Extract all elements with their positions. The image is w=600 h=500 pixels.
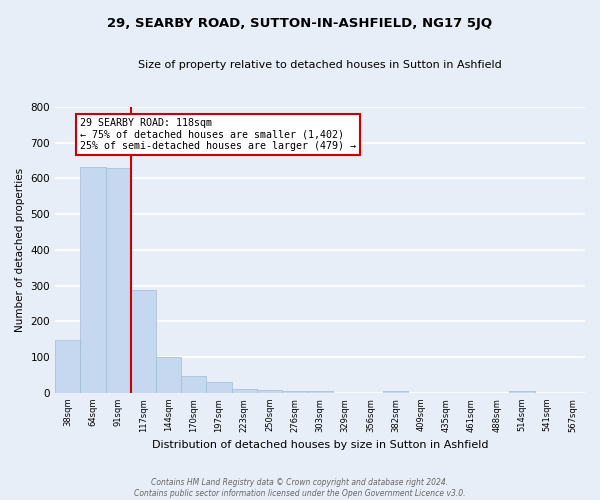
Y-axis label: Number of detached properties: Number of detached properties <box>15 168 25 332</box>
Text: 29, SEARBY ROAD, SUTTON-IN-ASHFIELD, NG17 5JQ: 29, SEARBY ROAD, SUTTON-IN-ASHFIELD, NG1… <box>107 18 493 30</box>
Bar <box>156 357 181 393</box>
Bar <box>307 391 332 393</box>
Bar <box>282 391 307 393</box>
Bar <box>509 391 535 393</box>
Bar <box>106 168 131 393</box>
Text: Contains HM Land Registry data © Crown copyright and database right 2024.
Contai: Contains HM Land Registry data © Crown c… <box>134 478 466 498</box>
Text: 29 SEARBY ROAD: 118sqm
← 75% of detached houses are smaller (1,402)
25% of semi-: 29 SEARBY ROAD: 118sqm ← 75% of detached… <box>80 118 356 151</box>
Bar <box>257 390 282 393</box>
Bar <box>80 167 106 393</box>
Title: Size of property relative to detached houses in Sutton in Ashfield: Size of property relative to detached ho… <box>138 60 502 70</box>
Bar <box>131 290 156 393</box>
Bar <box>181 376 206 393</box>
X-axis label: Distribution of detached houses by size in Sutton in Ashfield: Distribution of detached houses by size … <box>152 440 488 450</box>
Bar <box>206 382 232 393</box>
Bar <box>383 391 409 393</box>
Bar <box>232 390 257 393</box>
Bar <box>55 340 80 393</box>
